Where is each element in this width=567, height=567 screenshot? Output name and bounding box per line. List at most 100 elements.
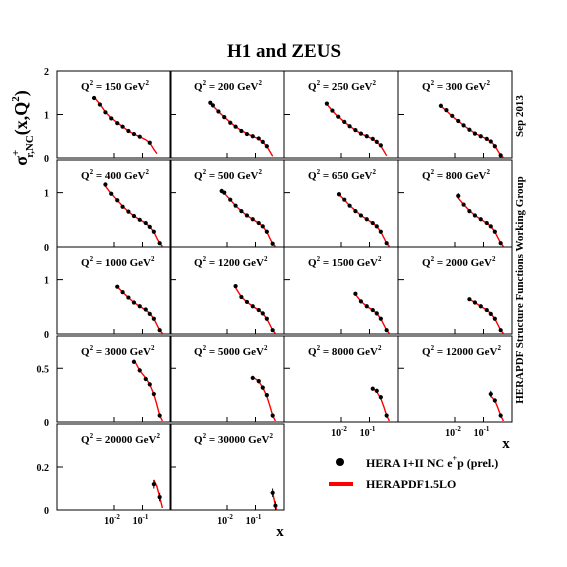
data-point: [270, 413, 275, 418]
data-point: [250, 304, 255, 309]
fit-curve: [338, 194, 390, 247]
y-tick-label: 0: [44, 330, 49, 341]
panel-q2-200: Q2 = 200 GeV2: [169, 70, 285, 159]
data-point: [358, 299, 364, 304]
data-point: [467, 127, 472, 132]
panels-grid: 0 1 2 Q2 = 150 GeV2 Q2 = 200 GeV2 Q2 = 250 Ge…: [37, 67, 513, 527]
data-point: [330, 108, 335, 113]
legend-fit-label: HERAPDF1.5LO: [366, 477, 456, 491]
panel-q2-label: Q2 = 12000 GeV2: [422, 344, 501, 358]
data-point: [260, 385, 265, 390]
data-point: [103, 182, 108, 187]
data-point: [498, 153, 503, 158]
data-point: [472, 213, 478, 218]
panel-q2-label: Q2 = 150 GeV2: [81, 79, 149, 93]
y-axis-label-args: (x,Q: [11, 102, 32, 136]
data-point: [126, 295, 131, 300]
y-tick-label: 0.2: [37, 463, 50, 474]
panel-q2-1000: 0 1 Q2 = 1000 GeV2: [44, 246, 172, 341]
data-point: [157, 328, 162, 333]
panel-q2-label: Q2 = 300 GeV2: [422, 79, 490, 93]
panel-q2-800: Q2 = 800 GeV2: [397, 159, 513, 248]
data-point: [216, 109, 221, 114]
panel-q2-30000: 10-2 10-1 Q2 = 30000 GeV2: [169, 423, 285, 527]
data-point: [450, 113, 455, 118]
data-point: [370, 307, 375, 313]
data-point: [374, 139, 379, 145]
data-point: [336, 114, 341, 119]
data-point: [498, 413, 503, 418]
data-point: [353, 128, 358, 133]
panel-q2-label: Q2 = 5000 GeV2: [194, 344, 268, 358]
data-point: [157, 413, 162, 418]
data-point: [244, 131, 250, 137]
data-point: [239, 294, 244, 300]
panel-q2-12000: 10-2 10-1 Q2 = 12000 GeV2: [397, 335, 513, 439]
data-point: [115, 121, 120, 126]
panel-q2-label: Q2 = 650 GeV2: [308, 168, 376, 182]
data-point: [492, 144, 497, 149]
legend-data-label: HERA I+II NC e+p (prel.): [366, 454, 498, 470]
data-point: [273, 503, 278, 508]
data-point: [353, 291, 358, 296]
chart-title: H1 and ZEUS: [227, 41, 341, 62]
fit-curve: [116, 286, 163, 334]
y-tick-label: 1: [44, 276, 49, 287]
panel-q2-250: Q2 = 250 GeV2: [283, 70, 399, 159]
side-label-date: Sep 2013: [514, 95, 526, 137]
data-point: [131, 213, 137, 219]
data-point: [143, 307, 148, 312]
y-tick-label: 0: [44, 418, 49, 429]
data-point: [256, 136, 261, 141]
data-point: [115, 198, 120, 203]
data-point: [378, 316, 383, 321]
panel-q2-400: 0 1 Q2 = 400 GeV2: [44, 159, 172, 254]
data-point: [222, 190, 227, 195]
data-point: [384, 241, 389, 246]
data-point: [233, 284, 238, 289]
panel-q2-label: Q2 = 30000 GeV2: [194, 432, 273, 446]
data-point: [131, 359, 137, 364]
data-point: [120, 204, 125, 209]
data-point: [270, 328, 275, 333]
panel-q2-3000: 0 0.5 Q2 = 3000 GeV2: [37, 335, 172, 429]
panel-q2-label: Q2 = 200 GeV2: [194, 79, 262, 93]
data-point: [250, 375, 255, 381]
panel-q2-label: Q2 = 8000 GeV2: [308, 344, 382, 358]
data-point: [488, 139, 493, 144]
data-point: [456, 118, 461, 124]
data-point: [222, 115, 227, 120]
data-point: [478, 304, 483, 309]
data-point: [239, 128, 244, 134]
x-tick-label: 10-1: [133, 513, 149, 527]
data-point: [370, 386, 375, 391]
y-axis-label-symbol: σ: [11, 156, 31, 166]
data-point: [256, 307, 261, 313]
data-point: [208, 100, 213, 105]
panel-q2-label: Q2 = 500 GeV2: [194, 168, 262, 182]
data-point: [97, 102, 102, 107]
data-point: [137, 217, 142, 222]
x-tick-label: 10-2: [445, 425, 461, 439]
data-point: [358, 213, 364, 218]
y-axis-label: σ+ r,NC(x,Q2): [10, 90, 36, 166]
panel-q2-1500: Q2 = 1500 GeV2: [283, 246, 399, 335]
data-point: [239, 209, 244, 214]
data-point: [374, 311, 379, 316]
y-tick-label: 0: [44, 243, 49, 254]
fit-curve: [235, 287, 276, 334]
data-point: [143, 220, 148, 226]
data-point: [467, 209, 472, 214]
data-point: [270, 241, 275, 246]
panel-q2-label: Q2 = 3000 GeV2: [81, 344, 155, 358]
data-point: [147, 224, 152, 229]
data-point: [270, 490, 275, 495]
data-point: [147, 311, 152, 316]
data-point: [143, 376, 148, 382]
data-point: [364, 134, 369, 139]
data-point: [131, 300, 137, 305]
data-point: [438, 103, 443, 108]
legend: HERA I+II NC e+p (prel.) HERAPDF1.5LO: [329, 454, 498, 491]
data-point: [461, 202, 466, 207]
